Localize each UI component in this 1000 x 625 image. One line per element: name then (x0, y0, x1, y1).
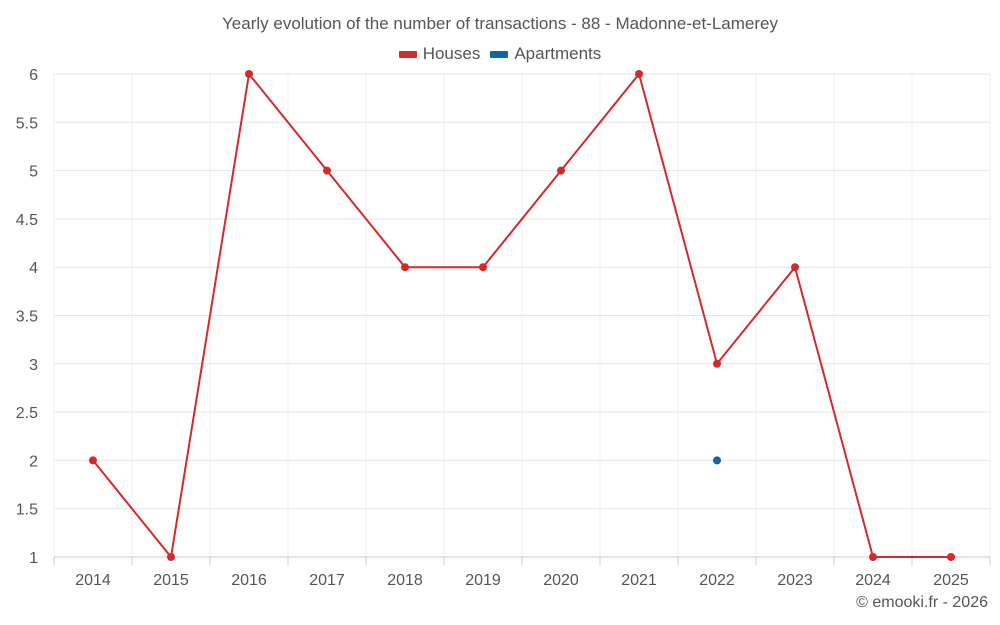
data-point-houses-2024 (869, 553, 877, 561)
series-line-houses (92, 73, 951, 558)
data-point-houses-2025 (947, 553, 955, 561)
y-tick-label: 1 (29, 550, 38, 567)
x-tick-label: 2014 (75, 572, 111, 589)
legend-swatch-apartments (490, 50, 509, 58)
x-tick-label: 2024 (855, 572, 891, 589)
chart-legend: Houses Apartments (0, 44, 1000, 64)
y-tick-label: 1.5 (16, 502, 38, 519)
legend-item-apartments[interactable]: Apartments (490, 44, 601, 64)
data-point-houses-2015 (167, 553, 175, 561)
x-tick-label: 2015 (153, 572, 189, 589)
x-tick-label: 2017 (309, 572, 345, 589)
legend-swatch-houses (398, 50, 417, 58)
data-point-houses-2014 (89, 456, 97, 465)
y-tick-label: 2 (29, 453, 38, 470)
data-point-houses-2016 (245, 70, 253, 78)
x-tick-label: 2023 (777, 572, 813, 589)
y-tick-label: 6 (29, 67, 38, 84)
x-tick-label: 2016 (231, 572, 267, 589)
legend-label-apartments: Apartments (514, 44, 602, 63)
data-point-houses-2023 (791, 263, 799, 272)
data-point-apartments-2022 (713, 456, 721, 465)
data-point-houses-2020 (557, 166, 565, 175)
y-tick-label: 5.5 (16, 115, 38, 132)
y-tick-label: 3.5 (16, 309, 38, 326)
data-point-houses-2019 (479, 263, 487, 272)
y-tick-label: 4.5 (16, 212, 38, 229)
x-tick-label: 2018 (387, 572, 423, 589)
data-point-houses-2017 (323, 166, 331, 175)
x-tick-label: 2022 (699, 572, 735, 589)
legend-label-houses: Houses (422, 44, 481, 63)
data-point-houses-2022 (713, 359, 721, 368)
y-tick-label: 4 (29, 260, 38, 277)
x-tick-label: 2025 (933, 572, 969, 589)
credit-text: © emooki.fr - 2026 (856, 594, 988, 611)
data-point-houses-2021 (635, 70, 643, 78)
chart-title: Yearly evolution of the number of transa… (222, 14, 778, 33)
y-tick-label: 5 (29, 164, 38, 181)
y-tick-label: 2.5 (16, 405, 38, 422)
x-tick-label: 2021 (621, 572, 657, 589)
data-point-houses-2018 (401, 263, 409, 272)
x-tick-label: 2019 (465, 572, 501, 589)
legend-item-houses[interactable]: Houses (398, 44, 481, 64)
x-tick-label: 2020 (543, 572, 579, 589)
y-tick-label: 3 (29, 357, 38, 374)
